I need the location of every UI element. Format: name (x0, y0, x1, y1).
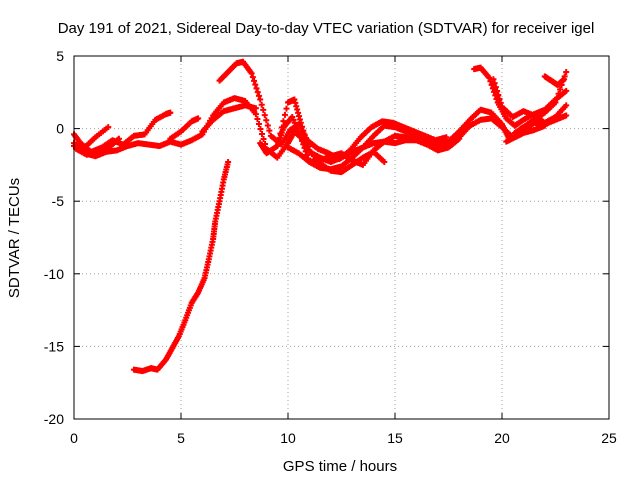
data-point (297, 119, 304, 126)
data-point (488, 81, 495, 88)
data-point (563, 102, 570, 109)
series-track-n (503, 122, 548, 145)
data-point (115, 135, 122, 142)
data-point (491, 80, 498, 87)
data-point (495, 91, 502, 98)
data-point (552, 99, 559, 106)
x-tick-label: 15 (387, 430, 403, 446)
data-point (561, 76, 568, 83)
data-point (490, 76, 497, 83)
data-point (555, 90, 562, 97)
data-point (299, 123, 306, 130)
data-point (557, 86, 564, 93)
data-point (497, 99, 504, 106)
data-point (302, 135, 309, 142)
data-point (563, 68, 570, 75)
data-point (225, 158, 232, 165)
data-point (260, 135, 267, 142)
data-point (486, 74, 493, 81)
data-point (554, 95, 561, 102)
data-point (261, 112, 268, 119)
data-point (248, 70, 255, 77)
x-tick-label: 25 (601, 430, 617, 446)
y-tick-label: -5 (52, 193, 65, 209)
series-track-m (511, 68, 570, 136)
y-tick-label: -10 (44, 266, 64, 282)
series-track-l (490, 76, 570, 126)
data-point (299, 137, 306, 144)
y-axis-label: SDTVAR / TECUs (6, 178, 23, 298)
data-point (252, 105, 259, 112)
data-point (297, 134, 304, 141)
data-point (252, 111, 259, 118)
data-point (489, 85, 496, 92)
data-point (167, 109, 174, 116)
data-point (251, 77, 258, 84)
data-point (252, 81, 259, 88)
data-point (280, 118, 287, 125)
data-points (71, 58, 570, 375)
data-point (303, 139, 310, 146)
data-point (253, 85, 260, 92)
series-track-j (285, 132, 463, 168)
data-point (301, 144, 308, 151)
data-point (302, 148, 309, 155)
data-point (255, 92, 262, 99)
y-tick-label: 5 (56, 48, 64, 64)
data-point (492, 84, 499, 91)
data-point (281, 111, 288, 118)
y-tick-label: 0 (56, 121, 64, 137)
data-point (263, 117, 270, 124)
data-point (195, 115, 202, 122)
data-point (563, 87, 570, 94)
chart-title: Day 191 of 2021, Sidereal Day-to-day VTE… (58, 20, 595, 37)
data-point (257, 126, 264, 133)
gridlines (74, 56, 609, 419)
data-point (283, 105, 290, 112)
data-point (381, 158, 388, 165)
data-point (496, 95, 503, 102)
data-point (255, 121, 262, 128)
series-track-i (274, 106, 512, 173)
data-point (260, 106, 267, 113)
data-point (305, 143, 312, 150)
data-point (259, 130, 266, 137)
x-axis-label: GPS time / hours (283, 458, 397, 475)
data-point (487, 78, 494, 85)
data-point (264, 122, 271, 129)
data-point (456, 135, 463, 142)
data-point (258, 101, 265, 108)
data-point (249, 74, 256, 81)
x-tick-label: 10 (280, 430, 296, 446)
data-point (257, 96, 264, 103)
data-point (300, 141, 307, 148)
x-tick-label: 20 (494, 430, 510, 446)
data-point (266, 127, 273, 134)
x-tick-label: 0 (70, 430, 78, 446)
data-point (254, 89, 261, 96)
data-point (105, 124, 112, 131)
y-tick-label: -20 (44, 411, 64, 427)
data-point (254, 116, 261, 123)
data-point (494, 88, 501, 95)
series-track-o (541, 73, 568, 89)
x-tick-label: 5 (177, 430, 185, 446)
series-track-p (130, 158, 232, 375)
series-track-e (167, 115, 202, 142)
plot-frame (73, 55, 610, 420)
series-track-f (199, 102, 259, 135)
y-tick-label: -15 (44, 338, 64, 354)
axis-ticks: 0 5 10 15 20 25 -20 -15 -10 -5 0 5 (44, 48, 617, 446)
data-point (563, 112, 570, 119)
data-point (541, 122, 548, 129)
